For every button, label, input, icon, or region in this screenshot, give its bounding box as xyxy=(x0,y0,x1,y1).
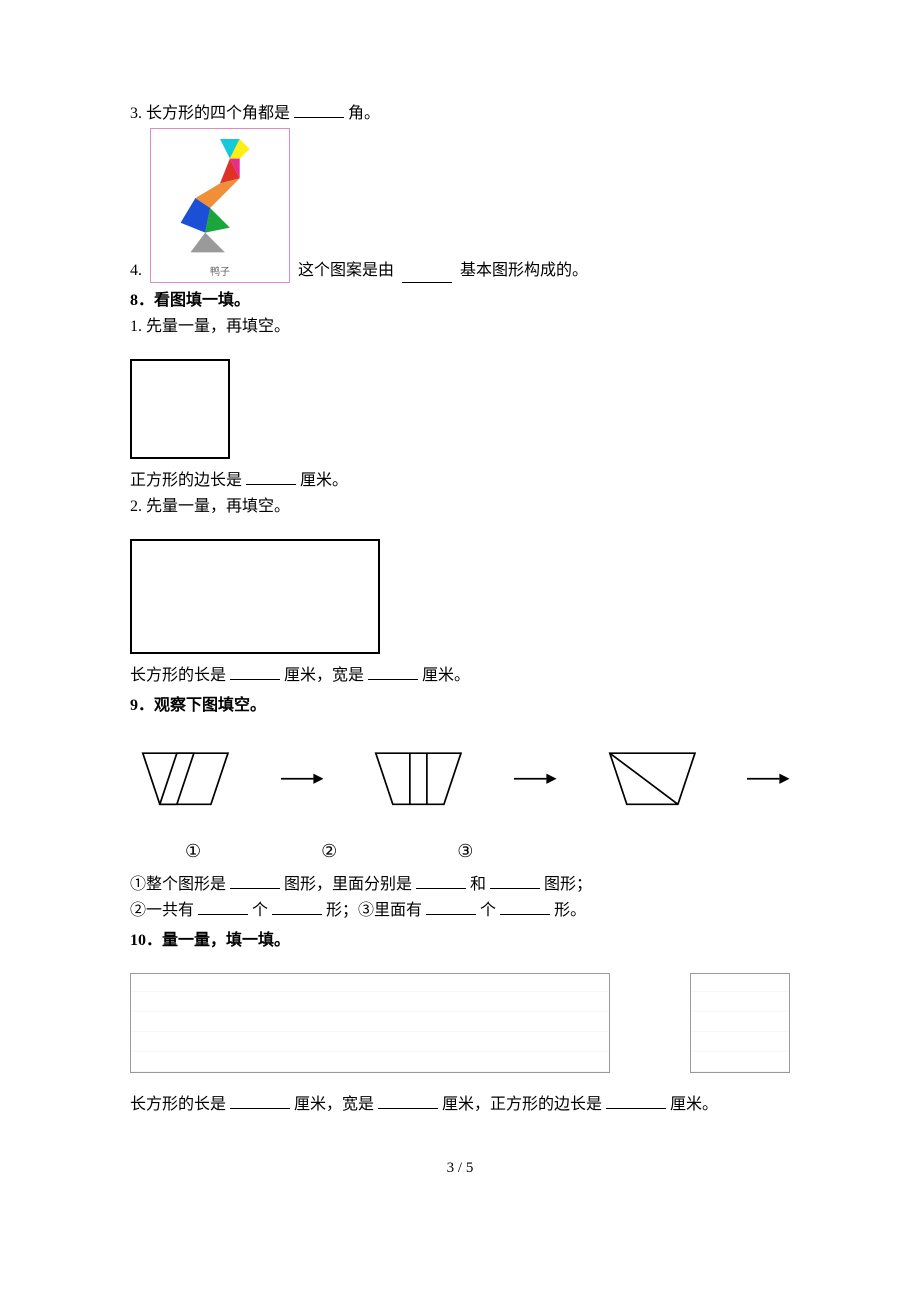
s8-p2-b: 厘米，宽是 xyxy=(284,667,364,684)
question-4: 4. 鸭子 这个图案是由 基本图形构成的。 xyxy=(130,128,790,283)
s8-p2-a: 长方形的长是 xyxy=(130,667,226,684)
q9-label-2: ② xyxy=(321,838,337,865)
q10-c: 厘米，正方形的边长是 xyxy=(442,1096,602,1113)
q9-l2-blank3[interactable] xyxy=(426,899,476,915)
s8-p1-text: 先量一量，再填空。 xyxy=(146,318,290,335)
q10-blank2[interactable] xyxy=(378,1093,438,1109)
q10-blank3[interactable] xyxy=(606,1093,666,1109)
s8-p1-b: 厘米。 xyxy=(300,472,348,489)
q10-figures xyxy=(130,973,790,1073)
q3-text2: 角。 xyxy=(348,105,380,122)
q10-b: 厘米，宽是 xyxy=(294,1096,374,1113)
q9-l2-blank2[interactable] xyxy=(272,899,322,915)
page-number: 3 / 5 xyxy=(130,1157,790,1180)
s8-p2-answer: 长方形的长是 厘米，宽是 厘米。 xyxy=(130,664,790,688)
q9-l2-d: 个 xyxy=(480,902,496,919)
s8-p1-answer: 正方形的边长是 厘米。 xyxy=(130,469,790,493)
q9-l1-blank1[interactable] xyxy=(230,873,280,889)
trapezoid-3 xyxy=(597,738,708,828)
q9-line2: ②一共有 个 形；③里面有 个 形。 xyxy=(130,899,790,923)
trapezoid-2 xyxy=(363,738,474,828)
tangram-svg xyxy=(151,129,289,282)
q9-label-1: ① xyxy=(185,838,201,865)
s8-p2-instruction: 2. 先量一量，再填空。 xyxy=(130,495,790,519)
s8-p1-blank[interactable] xyxy=(246,469,296,485)
s8-p2-prefix: 2. xyxy=(130,498,142,515)
q3-prefix: 3. xyxy=(130,105,142,122)
q10-rectangle xyxy=(130,973,610,1073)
tangram-caption: 鸭子 xyxy=(151,265,289,280)
q9-l2-blank4[interactable] xyxy=(500,899,550,915)
section-10-title: 10．量一量，填一填。 xyxy=(130,929,790,953)
q4-prefix: 4. xyxy=(130,259,142,283)
q9-label-3: ③ xyxy=(457,838,473,865)
s8-p2-blank1[interactable] xyxy=(230,664,280,680)
q9-l2-a: ②一共有 xyxy=(130,902,194,919)
s8-p2-text: 先量一量，再填空。 xyxy=(146,498,290,515)
q9-l1-b: 图形，里面分别是 xyxy=(284,876,412,893)
rectangle-figure xyxy=(130,539,380,654)
section-8-title: 8．看图填一填。 xyxy=(130,289,790,313)
q9-l1-a: ①整个图形是 xyxy=(130,876,226,893)
q9-l1-blank2[interactable] xyxy=(416,873,466,889)
s8-p1-instruction: 1. 先量一量，再填空。 xyxy=(130,315,790,339)
s8-p2-c: 厘米。 xyxy=(422,667,470,684)
q9-l1-c: 和 xyxy=(470,876,486,893)
q4-text1: 这个图案是由 xyxy=(298,259,394,283)
q10-d: 厘米。 xyxy=(670,1096,718,1113)
q9-l2-c: 形；③里面有 xyxy=(326,902,422,919)
q4-blank[interactable] xyxy=(402,267,452,283)
q9-figures xyxy=(130,738,790,828)
square-figure xyxy=(130,359,230,459)
q10-answer: 长方形的长是 厘米，宽是 厘米，正方形的边长是 厘米。 xyxy=(130,1093,790,1117)
question-3: 3. 长方形的四个角都是 角。 xyxy=(130,102,790,126)
q9-l1-d: 图形； xyxy=(544,876,592,893)
s8-p1-prefix: 1. xyxy=(130,318,142,335)
q3-text1: 长方形的四个角都是 xyxy=(146,105,290,122)
q10-square xyxy=(690,973,790,1073)
s8-p1-a: 正方形的边长是 xyxy=(130,472,242,489)
q9-l1-blank3[interactable] xyxy=(490,873,540,889)
q9-l2-b: 个 xyxy=(252,902,268,919)
q3-blank[interactable] xyxy=(294,102,344,118)
q10-blank1[interactable] xyxy=(230,1093,290,1109)
s8-p2-blank2[interactable] xyxy=(368,664,418,680)
trapezoid-1 xyxy=(130,738,241,828)
tangram-figure: 鸭子 xyxy=(150,128,290,283)
q9-labels: ① ② ③ xyxy=(185,838,790,865)
arrow-3-icon xyxy=(747,738,790,828)
q9-line1: ①整个图形是 图形，里面分别是 和 图形； xyxy=(130,873,790,897)
arrow-1-icon xyxy=(281,738,324,828)
q4-text2: 基本图形构成的。 xyxy=(460,259,588,283)
q10-a: 长方形的长是 xyxy=(130,1096,226,1113)
arrow-2-icon xyxy=(514,738,557,828)
q9-l2-e: 形。 xyxy=(554,902,586,919)
section-9-title: 9．观察下图填空。 xyxy=(130,694,790,718)
q9-l2-blank1[interactable] xyxy=(198,899,248,915)
